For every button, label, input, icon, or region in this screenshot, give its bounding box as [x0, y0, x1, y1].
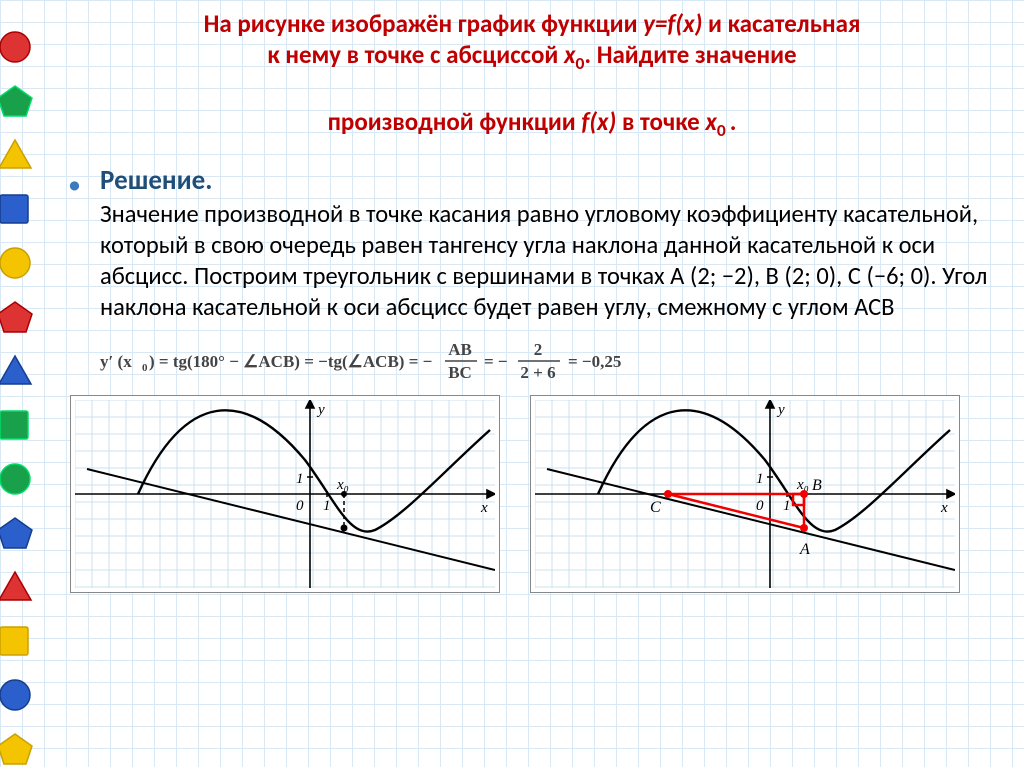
chart-annotated: y x 1 0 1 x₀ A B C	[530, 395, 960, 593]
pentagon-icon	[0, 732, 35, 766]
svg-text:y: y	[316, 402, 325, 418]
circle-icon	[0, 30, 35, 64]
charts-row: y x 1 0 1 x₀ y x 1 0 1	[70, 395, 1004, 593]
square-icon	[0, 624, 35, 658]
svg-text:= −0,25: = −0,25	[568, 352, 621, 371]
triangle-icon	[0, 138, 35, 172]
decorative-shape-strip	[0, 0, 50, 767]
triangle-icon	[0, 570, 35, 604]
svg-text:A: A	[799, 541, 810, 558]
circle-icon	[0, 246, 35, 280]
svg-text:x: x	[480, 500, 488, 516]
svg-text:1: 1	[783, 498, 791, 514]
svg-text:0: 0	[756, 498, 764, 514]
chart-plain: y x 1 0 1 x₀	[70, 395, 500, 593]
svg-text:2 + 6: 2 + 6	[520, 363, 555, 382]
svg-text:= −: = −	[484, 352, 508, 371]
svg-text:y′ (x: y′ (x	[100, 352, 132, 371]
svg-text:2: 2	[534, 340, 543, 359]
svg-text:C: C	[650, 499, 661, 516]
triangle-icon	[0, 354, 35, 388]
pentagon-icon	[0, 84, 35, 118]
svg-text:0: 0	[296, 498, 304, 514]
svg-text:AB: AB	[448, 340, 472, 359]
bullet-icon: •	[68, 171, 81, 197]
solution-block: • Решение. Значение производной в точке …	[60, 164, 1004, 322]
derivative-formula: y′ (x 0) = tg(180° − ∠ACB) = −tg(∠ACB) = …	[100, 337, 1004, 385]
pentagon-icon	[0, 516, 35, 550]
svg-text:0: 0	[142, 362, 148, 374]
pentagon-icon	[0, 300, 35, 334]
svg-text:B: B	[812, 477, 822, 494]
square-icon	[0, 192, 35, 226]
svg-text:x₀: x₀	[336, 477, 349, 493]
problem-title: На рисунке изображён график функции y=f(…	[60, 8, 1004, 142]
svg-text:1: 1	[756, 471, 764, 487]
solution-heading: Решение.	[100, 164, 212, 197]
circle-icon	[0, 462, 35, 496]
svg-text:) = tg(180° − ∠ACB) = −tg(∠ACB: ) = tg(180° − ∠ACB) = −tg(∠ACB) = −	[149, 352, 432, 371]
solution-text: Значение производной в точке касания рав…	[100, 199, 1004, 322]
circle-icon	[0, 678, 35, 712]
square-icon	[0, 408, 35, 442]
slide-content: На рисунке изображён график функции y=f(…	[60, 8, 1004, 593]
svg-text:y: y	[776, 402, 785, 418]
svg-text:x: x	[940, 500, 948, 516]
svg-text:BC: BC	[448, 363, 472, 382]
svg-text:1: 1	[296, 471, 304, 487]
svg-text:1: 1	[323, 498, 331, 514]
